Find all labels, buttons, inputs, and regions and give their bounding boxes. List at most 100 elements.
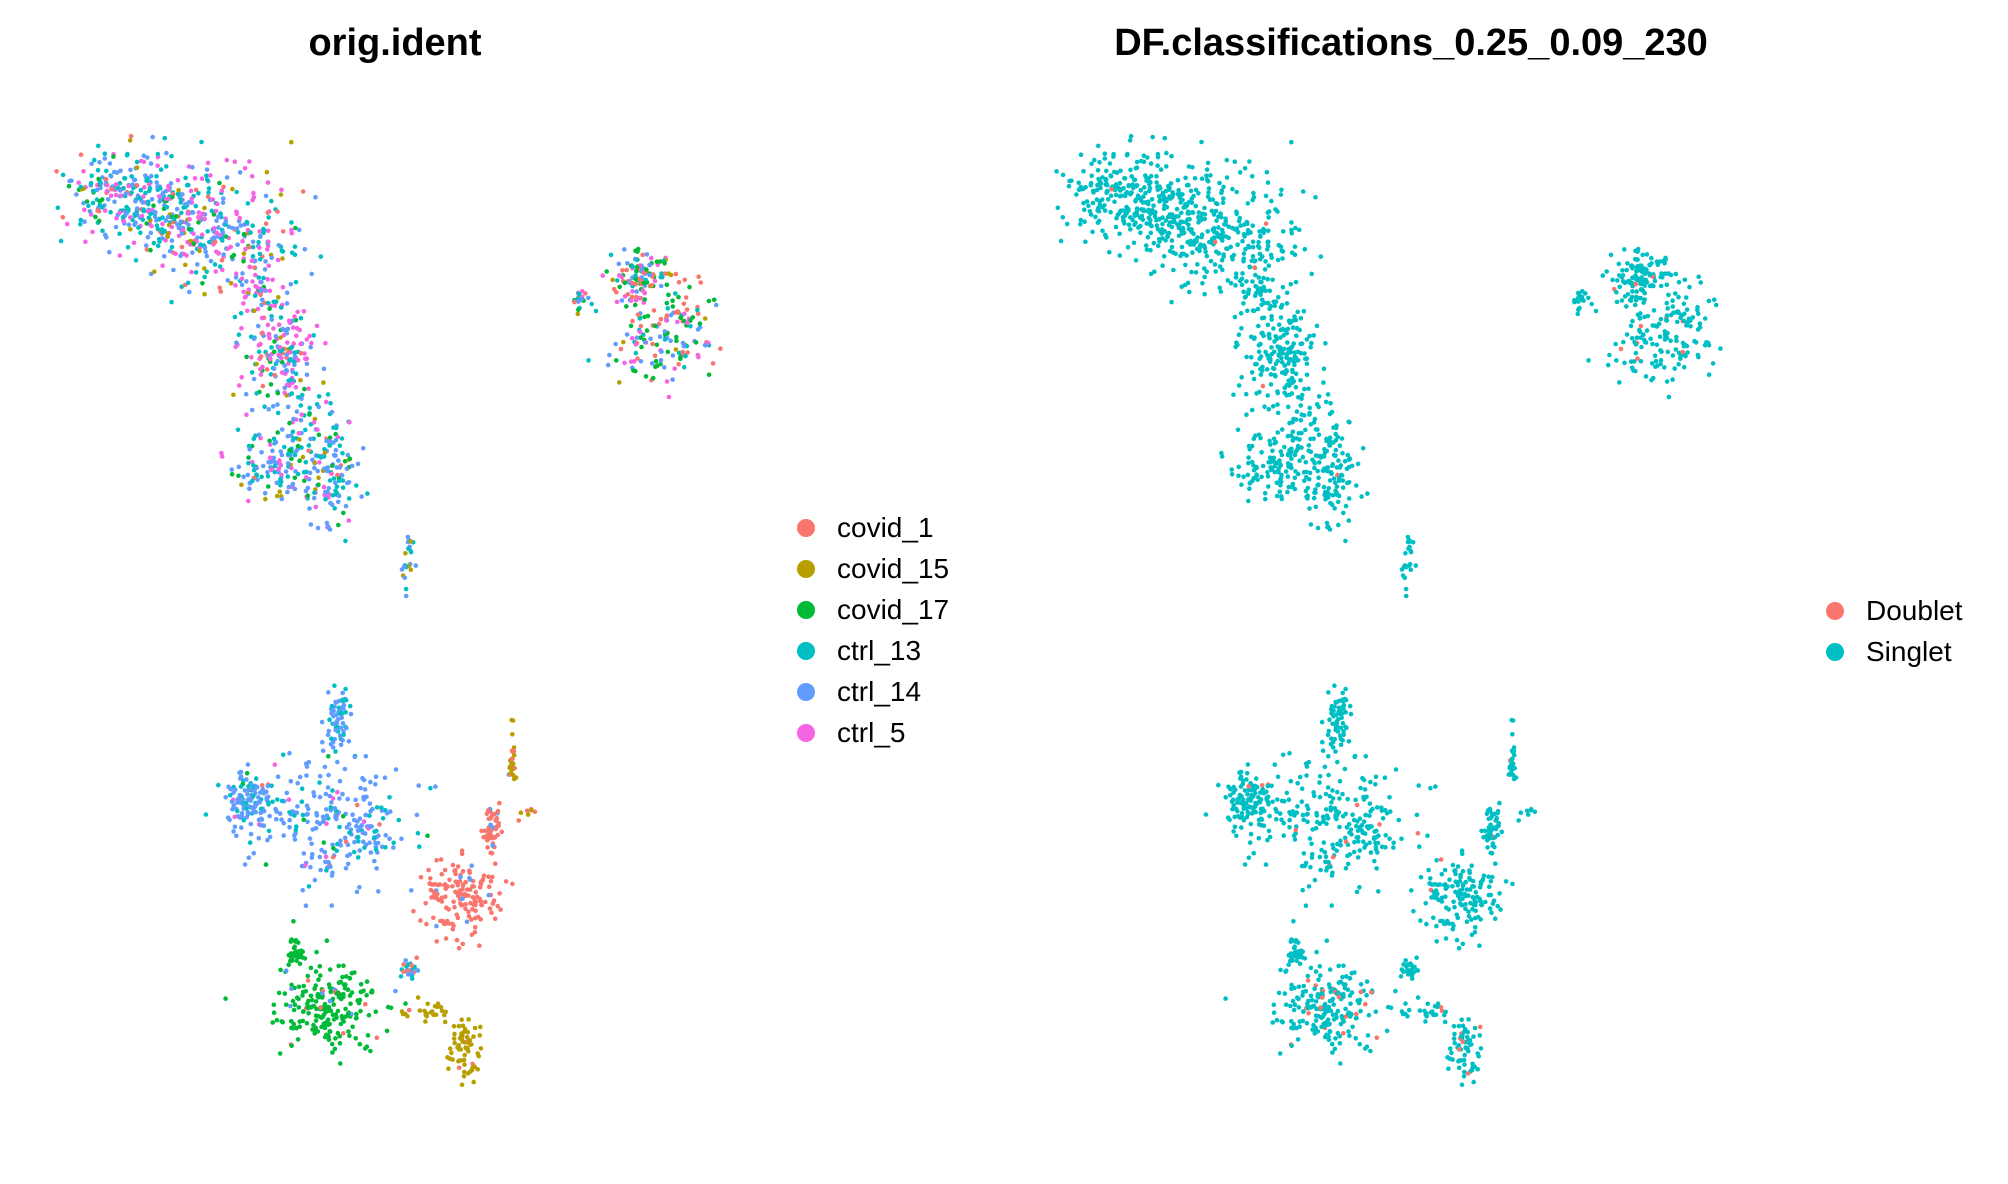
cell-point-singlet xyxy=(1166,183,1171,189)
cell-point-ctrl-5 xyxy=(220,267,225,273)
cell-point-singlet xyxy=(1205,229,1210,234)
cell-point-singlet xyxy=(1191,231,1196,237)
cell-point-singlet xyxy=(1261,227,1267,233)
cell-point-singlet xyxy=(1138,187,1144,193)
cell-point-ctrl-14 xyxy=(245,810,251,815)
cell-point-covid-17 xyxy=(330,1012,336,1017)
cell-point-singlet xyxy=(1367,840,1372,846)
cell-point-ctrl-13 xyxy=(259,474,264,480)
cell-point-singlet xyxy=(1224,157,1230,163)
cell-point-ctrl-14 xyxy=(260,463,266,469)
cell-point-ctrl-13 xyxy=(289,220,294,225)
cell-point-covid-1 xyxy=(486,874,491,879)
cell-point-singlet xyxy=(1443,894,1448,899)
cell-point-covid-15 xyxy=(251,308,257,314)
cell-point-covid-15 xyxy=(447,1046,453,1051)
cell-point-singlet xyxy=(1336,522,1341,528)
cell-point-singlet xyxy=(1211,235,1217,240)
cell-point-singlet xyxy=(1471,1034,1476,1039)
cell-point-ctrl-13 xyxy=(254,391,259,396)
cell-point-ctrl-5 xyxy=(246,287,252,293)
cell-point-singlet xyxy=(1143,190,1148,196)
cell-point-singlet xyxy=(1251,793,1256,799)
cell-point-covid-1 xyxy=(473,908,478,914)
cell-point-covid-17 xyxy=(650,375,656,381)
cell-point-singlet xyxy=(1662,337,1668,342)
cell-point-covid-17 xyxy=(327,1029,333,1034)
cell-point-singlet xyxy=(1444,905,1449,910)
cell-point-ctrl-13 xyxy=(155,226,161,232)
cell-point-ctrl-5 xyxy=(282,390,288,396)
cell-point-ctrl-13 xyxy=(383,845,388,850)
cell-point-singlet xyxy=(1628,323,1634,329)
cell-point-singlet xyxy=(1352,970,1357,975)
cell-point-singlet xyxy=(1310,851,1315,857)
cell-point-covid-1 xyxy=(193,187,199,193)
cell-point-ctrl-5 xyxy=(131,240,137,246)
cell-point-covid-17 xyxy=(288,954,294,959)
cell-point-singlet xyxy=(1405,962,1411,967)
cell-point-singlet xyxy=(1497,800,1502,806)
cell-point-singlet xyxy=(1260,463,1266,469)
legend-key-dot xyxy=(797,682,815,701)
cell-point-covid-15 xyxy=(452,1040,458,1046)
cell-point-covid-15 xyxy=(134,165,140,170)
cell-point-ctrl-14 xyxy=(619,298,625,303)
cell-point-ctrl-14 xyxy=(296,227,302,233)
cell-point-singlet xyxy=(1267,306,1272,312)
cell-point-ctrl-14 xyxy=(230,225,235,231)
cell-point-singlet xyxy=(1316,404,1321,410)
cell-point-singlet xyxy=(1450,884,1455,889)
cell-point-singlet xyxy=(1339,473,1345,478)
cell-point-singlet xyxy=(1292,950,1297,956)
cell-point-ctrl-5 xyxy=(219,450,224,456)
cell-point-singlet xyxy=(1696,274,1701,280)
cell-point-ctrl-5 xyxy=(304,337,310,342)
cell-point-covid-1 xyxy=(477,896,482,902)
cell-point-ctrl-14 xyxy=(355,819,360,824)
cell-point-ctrl-13 xyxy=(212,262,218,267)
cell-point-ctrl-5 xyxy=(309,340,314,346)
cell-point-covid-17 xyxy=(93,214,98,220)
cell-point-covid-17 xyxy=(279,360,285,365)
cell-point-singlet xyxy=(1270,277,1275,283)
cell-point-singlet xyxy=(1665,349,1671,355)
cell-point-covid-17 xyxy=(653,364,658,370)
cell-point-ctrl-13 xyxy=(387,795,392,800)
cell-point-singlet xyxy=(1478,917,1483,922)
cell-point-singlet xyxy=(1454,937,1460,943)
cell-point-covid-17 xyxy=(321,840,327,845)
cell-point-singlet xyxy=(1146,215,1152,221)
cell-point-singlet xyxy=(1252,258,1258,264)
cell-point-ctrl-14 xyxy=(261,808,267,814)
cell-point-doublet xyxy=(1374,1035,1380,1040)
cell-point-singlet xyxy=(1302,351,1307,356)
cell-point-covid-17 xyxy=(706,372,712,378)
cell-point-singlet xyxy=(1366,1012,1372,1018)
cell-point-ctrl-14 xyxy=(252,258,258,264)
cell-point-covid-15 xyxy=(446,1066,451,1071)
cell-point-ctrl-14 xyxy=(350,812,355,817)
cell-point-singlet xyxy=(1472,1025,1478,1031)
cell-point-ctrl-14 xyxy=(363,754,369,759)
cell-point-covid-1 xyxy=(452,904,457,910)
cell-point-singlet xyxy=(1288,350,1294,355)
cell-point-ctrl-13 xyxy=(256,349,262,355)
cell-point-singlet xyxy=(1326,728,1332,734)
cell-point-ctrl-14 xyxy=(358,785,363,791)
cell-point-doublet xyxy=(1633,281,1639,287)
cell-point-singlet xyxy=(1634,264,1640,270)
cell-point-singlet xyxy=(1622,360,1627,366)
cell-point-covid-17 xyxy=(642,297,647,302)
cell-point-singlet xyxy=(1335,759,1340,765)
cell-point-ctrl-5 xyxy=(266,263,272,269)
cell-point-ctrl-14 xyxy=(107,249,112,255)
cell-point-covid-1 xyxy=(263,221,269,226)
cell-point-covid-15 xyxy=(277,489,283,495)
cell-point-singlet xyxy=(1329,903,1334,908)
cell-point-singlet xyxy=(1341,729,1346,734)
cell-point-singlet xyxy=(1306,386,1311,392)
cell-point-covid-1 xyxy=(217,285,222,291)
cell-point-singlet xyxy=(1246,455,1251,460)
cell-point-ctrl-13 xyxy=(355,834,361,840)
